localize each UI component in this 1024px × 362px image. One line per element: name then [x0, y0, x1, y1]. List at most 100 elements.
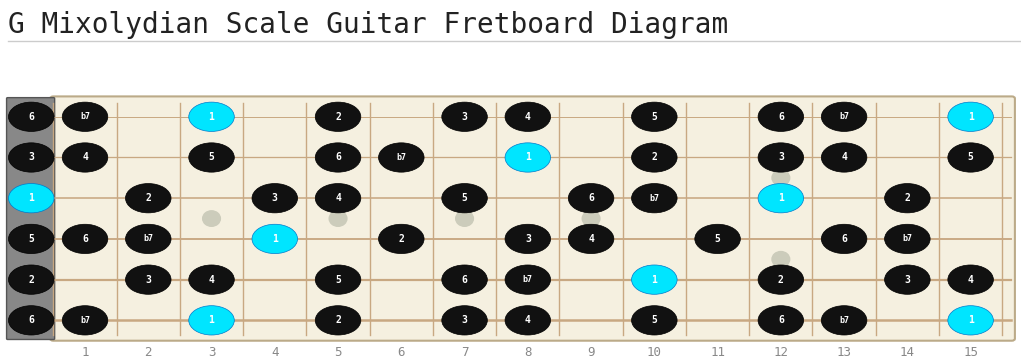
Ellipse shape [568, 224, 613, 253]
Ellipse shape [632, 265, 677, 294]
Ellipse shape [252, 224, 298, 253]
Text: 9: 9 [588, 346, 595, 359]
Ellipse shape [568, 184, 613, 213]
Text: 3: 3 [778, 152, 783, 163]
Text: 5: 5 [462, 193, 468, 203]
Text: 6: 6 [82, 234, 88, 244]
Text: 5: 5 [335, 275, 341, 285]
Text: 5: 5 [29, 234, 34, 244]
Ellipse shape [885, 265, 930, 294]
Ellipse shape [758, 306, 804, 335]
Text: 2: 2 [29, 275, 34, 285]
Ellipse shape [315, 306, 360, 335]
Text: 14: 14 [900, 346, 914, 359]
Text: 12: 12 [773, 346, 788, 359]
Text: 4: 4 [588, 234, 594, 244]
Ellipse shape [948, 306, 993, 335]
Text: 2: 2 [144, 346, 152, 359]
Text: 6: 6 [29, 315, 34, 325]
Text: 4: 4 [525, 315, 530, 325]
Text: 4: 4 [271, 346, 279, 359]
Ellipse shape [126, 224, 171, 253]
Text: 2: 2 [335, 112, 341, 122]
Ellipse shape [8, 306, 54, 335]
Ellipse shape [441, 184, 487, 213]
Ellipse shape [62, 102, 108, 131]
Ellipse shape [315, 102, 360, 131]
Text: 8: 8 [524, 346, 531, 359]
Ellipse shape [188, 265, 234, 294]
Ellipse shape [948, 102, 993, 131]
Ellipse shape [8, 224, 54, 253]
Text: 4: 4 [968, 275, 974, 285]
Ellipse shape [8, 265, 54, 294]
Ellipse shape [505, 306, 551, 335]
Text: 1: 1 [651, 275, 657, 285]
Ellipse shape [758, 143, 804, 172]
Text: 13: 13 [837, 346, 852, 359]
Text: 2: 2 [335, 315, 341, 325]
Ellipse shape [632, 102, 677, 131]
Text: 4: 4 [335, 193, 341, 203]
Text: 5: 5 [651, 112, 657, 122]
Text: 2: 2 [904, 193, 910, 203]
Ellipse shape [188, 143, 234, 172]
Ellipse shape [821, 306, 867, 335]
Ellipse shape [8, 143, 54, 172]
Text: 2: 2 [398, 234, 404, 244]
Ellipse shape [505, 102, 551, 131]
Ellipse shape [772, 252, 790, 267]
Ellipse shape [505, 143, 551, 172]
Text: 3: 3 [904, 275, 910, 285]
Ellipse shape [758, 184, 804, 213]
Ellipse shape [758, 265, 804, 294]
Text: 5: 5 [209, 152, 214, 163]
Text: b7: b7 [523, 275, 532, 284]
Text: b7: b7 [839, 316, 849, 325]
Text: 7: 7 [461, 346, 468, 359]
Ellipse shape [188, 102, 234, 131]
Text: b7: b7 [839, 112, 849, 121]
Text: 2: 2 [651, 152, 657, 163]
Text: 6: 6 [29, 112, 34, 122]
Ellipse shape [456, 211, 473, 226]
Ellipse shape [315, 184, 360, 213]
Text: 5: 5 [334, 346, 342, 359]
FancyBboxPatch shape [50, 96, 1015, 341]
Ellipse shape [62, 143, 108, 172]
Text: 4: 4 [841, 152, 847, 163]
Text: 6: 6 [588, 193, 594, 203]
Text: 5: 5 [715, 234, 721, 244]
Text: 3: 3 [271, 193, 278, 203]
Text: 6: 6 [397, 346, 406, 359]
Ellipse shape [441, 102, 487, 131]
Text: b7: b7 [649, 194, 659, 203]
Text: 3: 3 [525, 234, 530, 244]
Text: b7: b7 [80, 112, 90, 121]
Text: 4: 4 [525, 112, 530, 122]
Ellipse shape [62, 224, 108, 253]
Ellipse shape [758, 102, 804, 131]
Ellipse shape [126, 184, 171, 213]
Text: 3: 3 [462, 112, 468, 122]
Text: 5: 5 [968, 152, 974, 163]
Text: G Mixolydian Scale Guitar Fretboard Diagram: G Mixolydian Scale Guitar Fretboard Diag… [8, 11, 728, 39]
Ellipse shape [315, 143, 360, 172]
Text: 10: 10 [647, 346, 662, 359]
Ellipse shape [379, 224, 424, 253]
Ellipse shape [203, 211, 220, 226]
Text: 3: 3 [208, 346, 215, 359]
Ellipse shape [8, 102, 54, 131]
Text: b7: b7 [143, 235, 154, 243]
Ellipse shape [772, 170, 790, 186]
Ellipse shape [632, 306, 677, 335]
Text: 1: 1 [271, 234, 278, 244]
Ellipse shape [188, 306, 234, 335]
FancyBboxPatch shape [6, 98, 54, 340]
Text: 1: 1 [81, 346, 89, 359]
Ellipse shape [379, 143, 424, 172]
Ellipse shape [885, 184, 930, 213]
Text: 3: 3 [145, 275, 152, 285]
Ellipse shape [126, 265, 171, 294]
Ellipse shape [505, 265, 551, 294]
